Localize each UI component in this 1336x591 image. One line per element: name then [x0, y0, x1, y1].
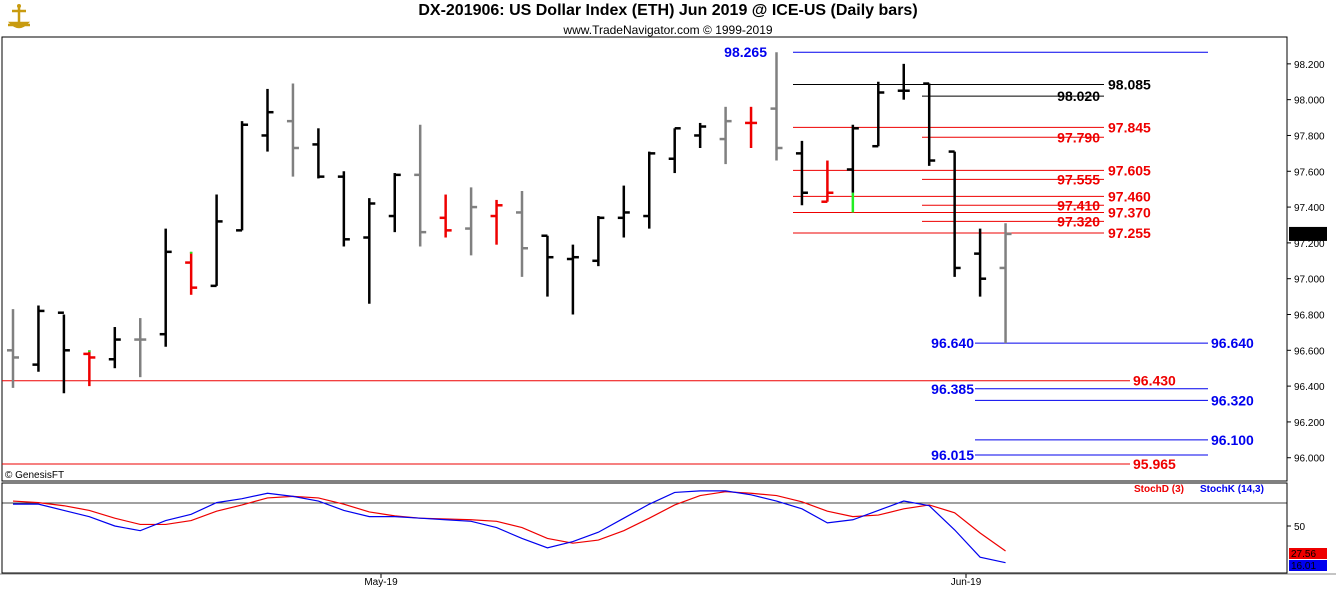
ohlc-bar — [236, 121, 249, 232]
price-axis-label: 96.200 — [1294, 418, 1325, 429]
level-label: 96.320 — [1211, 392, 1254, 408]
time-axis-label: May-19 — [364, 577, 398, 588]
price-axis-label: 96.600 — [1294, 346, 1325, 357]
ohlc-bar — [999, 223, 1012, 344]
price-axis-label: 97.600 — [1294, 167, 1325, 178]
ohlc-bar — [897, 63, 910, 100]
level-label: 98.020 — [1057, 88, 1100, 104]
stochk-value-box — [1289, 560, 1327, 571]
ohlc-bar — [465, 187, 478, 256]
ohlc-bar — [185, 251, 198, 295]
ohlc-bar — [210, 194, 223, 288]
ohlc-bar — [846, 124, 859, 213]
level-label: 97.555 — [1057, 171, 1100, 187]
ohlc-bar — [821, 160, 834, 203]
ohlc-bar — [516, 190, 528, 277]
level-label: 97.790 — [1057, 129, 1100, 145]
ohlc-bar — [261, 88, 274, 152]
ohlc-bar — [57, 311, 70, 394]
ohlc-bar — [32, 305, 45, 372]
level-label: 97.370 — [1108, 204, 1151, 220]
price-axis-label: 97.000 — [1294, 275, 1325, 286]
ohlc-bar — [363, 198, 376, 304]
time-axis-label: Jun-19 — [951, 577, 982, 588]
chart-title: DX-201906: US Dollar Index (ETH) Jun 201… — [418, 2, 918, 19]
level-label: 98.085 — [1108, 76, 1151, 92]
ohlc-bar — [439, 194, 452, 238]
price-axis-label: 97.200 — [1294, 239, 1325, 250]
stochk-line — [13, 490, 1006, 564]
stochd-line — [12, 491, 1006, 552]
ohlc-bar — [566, 244, 579, 315]
stochastic-panel-frame — [1, 482, 1288, 574]
ohlc-bar — [643, 151, 656, 229]
price-axis-label: 97.800 — [1294, 131, 1325, 142]
ohlc-bar — [312, 128, 325, 179]
ship-logo-icon — [7, 4, 31, 29]
stochd-value-label: 27.56 — [1291, 549, 1316, 560]
last-price-label: 97.250 — [1293, 230, 1324, 241]
level-label: 96.100 — [1211, 432, 1254, 448]
stochk-legend: StochK (14,3) — [1200, 484, 1264, 495]
level-label: 97.605 — [1108, 162, 1151, 178]
ohlc-bar — [872, 81, 885, 148]
ohlc-bar — [159, 228, 172, 347]
chart-subtitle: www.TradeNavigator.com © 1999-2019 — [563, 23, 773, 37]
stoch-axis-label: 50 — [1294, 522, 1306, 533]
ohlc-bar — [286, 83, 299, 177]
price-axis-label: 98.200 — [1294, 60, 1325, 71]
level-label: 96.430 — [1133, 373, 1176, 389]
price-axis-label: 98.000 — [1294, 96, 1325, 107]
price-axis-label: 96.400 — [1294, 382, 1325, 393]
ohlc-bar — [694, 122, 707, 148]
ohlc-bar — [337, 171, 350, 247]
stochk-value-label: 16.01 — [1291, 561, 1316, 572]
level-label: 96.640 — [931, 335, 974, 351]
level-label: 98.265 — [724, 44, 767, 60]
stochd-value-box — [1289, 548, 1327, 559]
level-label: 96.385 — [931, 381, 974, 397]
last-price-box — [1289, 226, 1327, 241]
price-axis-label: 96.000 — [1294, 454, 1325, 465]
stochd-legend: StochD (3) — [1134, 484, 1184, 495]
ohlc-bar — [770, 52, 783, 161]
level-label: 95.965 — [1133, 456, 1176, 472]
ohlc-bar — [490, 199, 503, 245]
ohlc-bar — [719, 106, 732, 165]
ohlc-bar — [668, 127, 681, 174]
ohlc-bar — [7, 309, 19, 388]
ohlc-bar — [388, 173, 401, 233]
level-label: 97.460 — [1108, 188, 1151, 204]
ohlc-bar — [974, 228, 987, 297]
ohlc-bar — [134, 318, 147, 378]
ohlc-bar — [745, 106, 758, 148]
ohlc-bar — [948, 150, 961, 277]
ohlc-bar — [541, 234, 554, 297]
price-axis-label: 97.400 — [1294, 203, 1325, 214]
level-label: 97.255 — [1108, 225, 1151, 241]
ohlc-bar — [795, 140, 808, 206]
ohlc-bar — [83, 350, 96, 387]
level-label: 97.410 — [1057, 197, 1100, 213]
price-panel-frame — [1, 36, 1288, 482]
watermark-label: © GenesisFT — [5, 470, 64, 481]
ohlc-bar — [592, 216, 605, 267]
level-label: 96.015 — [931, 447, 974, 463]
ohlc-bar — [617, 185, 630, 238]
level-label: 96.640 — [1211, 335, 1254, 351]
level-label: 97.845 — [1108, 119, 1151, 135]
level-label: 97.320 — [1057, 213, 1100, 229]
price-axis-label: 96.800 — [1294, 311, 1325, 322]
ohlc-bar — [108, 327, 121, 369]
ohlc-bar — [923, 82, 936, 166]
ohlc-bar — [414, 124, 427, 247]
